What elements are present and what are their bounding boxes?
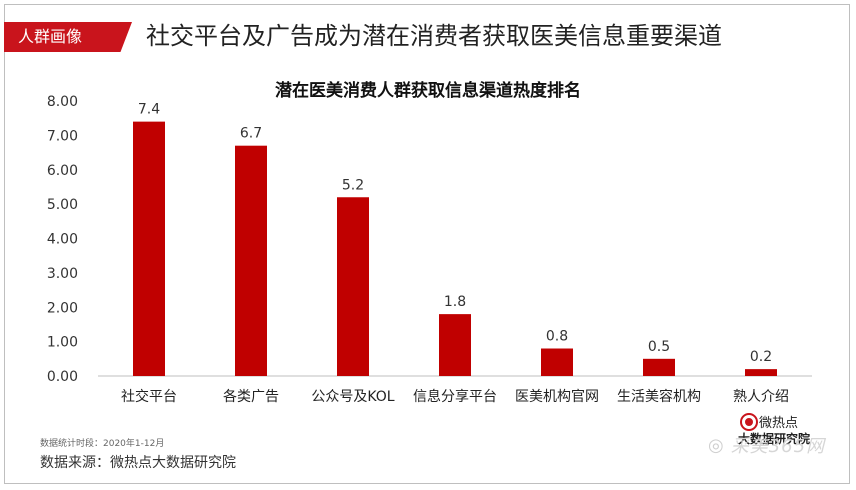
x-tick-label: 医美机构官网	[515, 389, 599, 405]
bars-group	[133, 121, 777, 376]
watermark: ◎ 采美365网	[708, 432, 825, 458]
page-headline: 社交平台及广告成为潜在消费者获取医美信息重要渠道	[146, 22, 722, 50]
y-tick-label: 2.00	[47, 300, 78, 316]
stat-period-note: 数据统计时段：2020年1-12月	[40, 439, 165, 449]
bar-value-label: 1.8	[444, 294, 466, 310]
logo-subtitle: 大数据研究院	[738, 432, 811, 446]
bar	[541, 348, 573, 376]
x-tick-label: 熟人介绍	[733, 389, 789, 405]
y-axis-ticks: 0.00 1.00 2.00 3.00 4.00 5.00 6.00 7.00 8.00	[47, 94, 78, 385]
logo-text: 微热点	[759, 416, 799, 431]
watermark-text: 采美365网	[730, 436, 826, 457]
value-labels-group: 7.4 6.7 5.2 1.8 0.8 0.5 0.2	[138, 102, 772, 366]
bar-value-label: 0.2	[750, 349, 772, 365]
bar	[337, 197, 369, 376]
logo-icon	[740, 412, 758, 431]
bar	[439, 314, 471, 376]
x-tick-label: 生活美容机构	[617, 388, 701, 405]
y-tick-label: 1.00	[47, 335, 78, 351]
x-tick-label: 社交平台	[121, 388, 177, 405]
bar	[745, 369, 777, 376]
x-axis-labels: 社交平台 各类广告 公众号及KOL 信息分享平台 医美机构官网 生活美容机构 熟人介绍	[121, 388, 789, 405]
brand-logo: 微热点	[740, 412, 799, 431]
bar-value-label: 0.5	[648, 339, 670, 355]
y-tick-label: 3.00	[47, 266, 78, 282]
x-tick-label: 各类广告	[223, 389, 279, 405]
data-source: 数据来源：微热点大数据研究院	[40, 455, 236, 471]
bar-value-label: 6.7	[240, 126, 262, 142]
y-tick-label: 8.00	[47, 94, 78, 110]
bar-value-label: 5.2	[342, 177, 364, 193]
x-tick-label: 公众号及KOL	[311, 389, 394, 405]
section-tag: 人群画像	[4, 22, 132, 52]
chart-title: 潜在医美消费人群获取信息渠道热度排名	[275, 81, 581, 101]
bar-value-label: 7.4	[138, 102, 160, 118]
y-tick-label: 6.00	[47, 163, 78, 179]
bar	[133, 121, 165, 376]
y-tick-label: 7.00	[47, 128, 78, 144]
bar	[643, 358, 675, 376]
y-tick-label: 0.00	[47, 369, 78, 385]
x-tick-label: 信息分享平台	[413, 388, 497, 405]
bar	[235, 145, 267, 376]
bar-value-label: 0.8	[546, 329, 568, 345]
y-tick-label: 5.00	[47, 197, 78, 213]
wechat-icon: ◎	[708, 434, 725, 456]
y-tick-label: 4.00	[47, 232, 78, 248]
